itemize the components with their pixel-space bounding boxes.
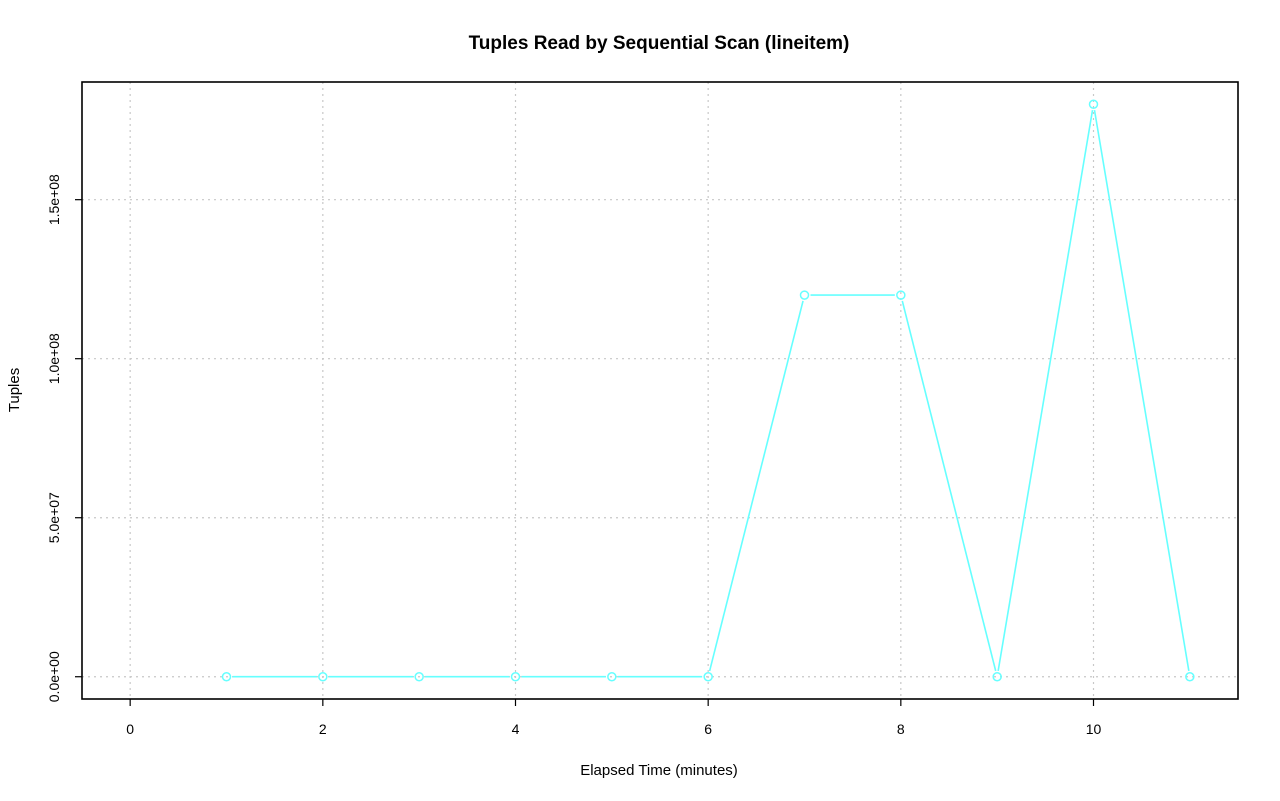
- series-segment: [901, 300, 997, 672]
- data-point: [1185, 671, 1195, 682]
- series-segment: [708, 300, 804, 672]
- data-point: [607, 671, 617, 682]
- series-segment: [997, 110, 1094, 671]
- plot-frame: [81, 81, 1239, 700]
- x-tick-label: 4: [512, 721, 520, 737]
- chart-title: Tuples Read by Sequential Scan (lineitem…: [469, 33, 850, 54]
- data-point: [510, 671, 521, 682]
- y-axis-label: Tuples: [6, 368, 23, 412]
- data-point: [414, 671, 424, 682]
- data-point: [896, 290, 906, 300]
- x-axis-label: Elapsed Time (minutes): [580, 762, 738, 779]
- grid-layer: [82, 82, 1238, 699]
- y-tick-label: 1.5e+08: [46, 174, 62, 225]
- y-tick-label: 0.0e+00: [46, 651, 62, 702]
- x-tick-label: 8: [897, 721, 905, 737]
- tick-layer: 0 2 4 6 8 10 0.0e+00 5.0e+07 1.0e+08 1.5e+08: [46, 174, 1101, 737]
- series-segment: [1093, 110, 1190, 671]
- y-tick-label: 5.0e+07: [46, 492, 62, 543]
- series-layer: [221, 99, 1195, 682]
- x-tick-label: 0: [126, 721, 134, 737]
- data-point: [318, 671, 328, 682]
- x-tick-label: 6: [704, 721, 712, 737]
- data-point: [1088, 99, 1099, 110]
- data-point: [221, 671, 232, 682]
- x-tick-label: 2: [319, 721, 327, 737]
- data-point: [992, 671, 1002, 682]
- x-tick-label: 10: [1086, 721, 1102, 737]
- data-point: [703, 671, 713, 682]
- data-point: [799, 290, 810, 300]
- y-tick-label: 1.0e+08: [46, 333, 62, 384]
